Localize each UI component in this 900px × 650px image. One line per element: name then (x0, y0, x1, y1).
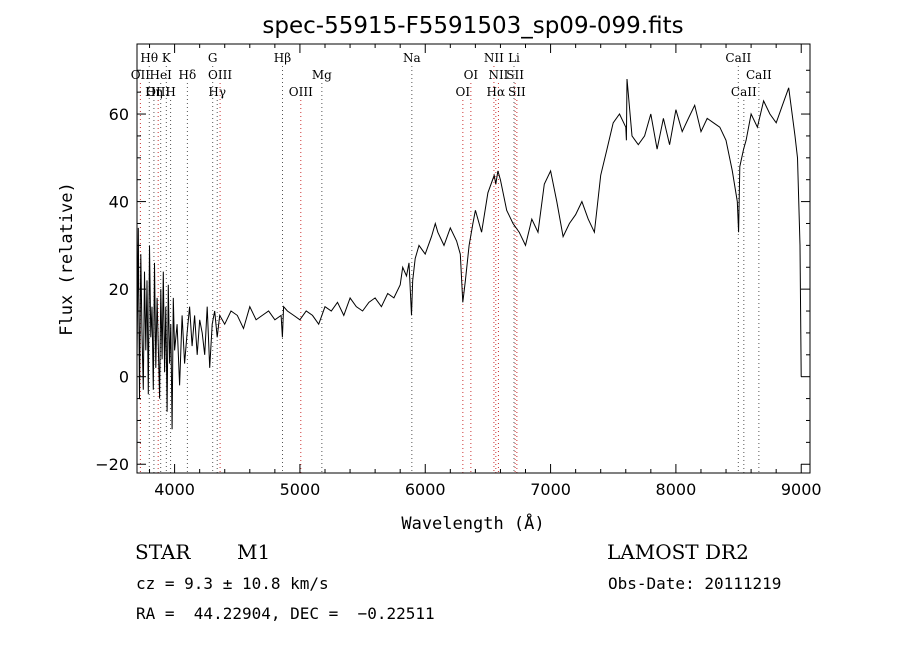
line-marker-label: OI (456, 85, 471, 99)
chart-title: spec-55915-F5591503_sp09-099.fits (262, 13, 683, 39)
line-marker-label: Hβ (274, 51, 291, 65)
line-marker-label: CaII (746, 68, 772, 82)
y-tick-label: −20 (95, 455, 129, 474)
line-marker-label: SII (506, 68, 524, 82)
line-marker-label: Mg (312, 68, 332, 82)
line-marker-label: H (165, 85, 175, 99)
x-tick-label: 6000 (405, 480, 446, 499)
line-marker-label: OIII (289, 85, 313, 99)
y-tick-label: 60 (109, 105, 129, 124)
observation-date: Obs-Date: 20111219 (608, 574, 782, 593)
sky-coordinates: RA = 44.22904, DEC = −0.22511 (136, 604, 435, 623)
redshift-velocity: cz = 9.3 ± 10.8 km/s (136, 574, 329, 593)
survey-name: LAMOST DR2 (607, 540, 749, 564)
y-tick-label: 40 (109, 193, 129, 212)
spectrum-series-line (136, 78, 802, 430)
x-tick-label: 4000 (154, 480, 195, 499)
line-marker-label: Li (508, 51, 520, 65)
line-marker-label: OIII (208, 68, 232, 82)
plot-frame (136, 43, 811, 474)
axis-ticks (137, 44, 810, 473)
y-tick-label: 0 (119, 368, 129, 387)
line-marker-label: Hη (145, 85, 163, 99)
x-axis-label: Wavelength (Å) (401, 512, 544, 534)
line-markers (139, 66, 760, 473)
line-marker-label: HeI (150, 68, 173, 82)
line-marker-label: SII (508, 85, 526, 99)
x-tick-label: 8000 (656, 480, 697, 499)
line-marker-label: Hγ (208, 85, 226, 99)
line-marker-label: Hδ (179, 68, 197, 82)
line-marker-label: OIII (146, 85, 170, 99)
line-marker-label: CaII (725, 51, 751, 65)
line-marker-label: CaII (731, 85, 757, 99)
x-tick-label: 5000 (280, 480, 321, 499)
y-axis-label: Flux (relative) (57, 182, 77, 336)
line-marker-label: NII (488, 68, 508, 82)
axis-tick-labels: 4000 5000 6000 7000 8000 9000 −20 0 20 40 60 (95, 105, 821, 499)
object-type: STAR (135, 540, 191, 564)
line-marker-label: NII (484, 51, 504, 65)
line-marker-label: K (162, 51, 172, 65)
line-marker-label: G (208, 51, 218, 65)
x-tick-label: 7000 (530, 480, 571, 499)
line-marker-label: OII (131, 68, 151, 82)
y-tick-label: 20 (109, 280, 129, 299)
line-marker-label: Hθ (140, 51, 158, 65)
x-tick-label: 9000 (781, 480, 822, 499)
object-subclass: M1 (237, 540, 271, 564)
line-marker-label: OI (464, 68, 479, 82)
line-marker-label: Na (403, 51, 421, 65)
line-marker-label: Hα (487, 85, 506, 99)
